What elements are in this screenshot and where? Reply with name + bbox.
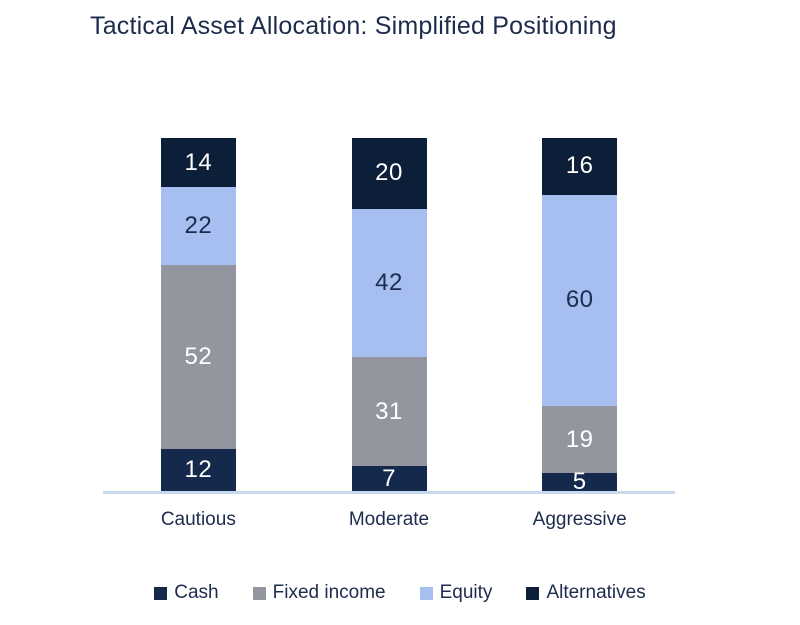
bar-segment-fixed-income: 19 — [542, 406, 618, 474]
category-labels-row: Cautious Moderate Aggressive — [103, 509, 675, 531]
stacked-bar-moderate: 7 31 42 20 — [351, 138, 427, 492]
legend-swatch-icon — [526, 586, 540, 600]
segment-value-label: 20 — [375, 159, 403, 187]
bar-segment-equity: 22 — [160, 187, 236, 266]
segment-value-label: 7 — [382, 464, 396, 492]
bar-segment-equity: 42 — [351, 208, 427, 357]
x-axis-line — [103, 491, 675, 494]
category-label-aggressive: Aggressive — [532, 509, 627, 530]
bar-column-cautious: 12 52 22 14 — [103, 138, 294, 491]
bar-segment-alternatives: 14 — [160, 138, 236, 188]
legend-item-alternatives: Alternatives — [526, 582, 646, 604]
segment-value-label: 22 — [184, 212, 213, 240]
bar-segment-cash: 12 — [160, 448, 236, 491]
bar-segment-cash: 5 — [542, 468, 618, 496]
segment-value-label: 14 — [184, 148, 213, 176]
segment-value-label: 31 — [375, 397, 403, 425]
bar-segment-alternatives: 16 — [542, 138, 618, 195]
segment-value-label: 42 — [375, 268, 403, 296]
legend-label: Fixed income — [272, 582, 386, 603]
segment-value-label: 12 — [184, 455, 213, 483]
plot-area: 12 52 22 14 7 31 42 20 5 19 60 16 — [103, 138, 675, 496]
legend-swatch-icon — [154, 586, 168, 600]
legend-label: Equity — [439, 582, 493, 603]
segment-value-label: 5 — [572, 468, 587, 496]
bar-segment-alternatives: 20 — [351, 138, 427, 209]
legend-item-fixed-income: Fixed income — [252, 582, 386, 604]
bar-segment-cash: 7 — [351, 464, 427, 492]
bar-column-moderate: 7 31 42 20 — [294, 138, 485, 491]
legend-swatch-icon — [252, 586, 266, 600]
category-label-moderate: Moderate — [348, 509, 430, 530]
segment-value-label: 52 — [184, 342, 213, 370]
category-label-cautious: Cautious — [160, 509, 236, 530]
segment-value-label: 19 — [565, 425, 594, 453]
bar-segment-fixed-income: 52 — [160, 265, 236, 449]
legend: Cash Fixed income Equity Alternatives — [0, 582, 800, 604]
legend-item-cash: Cash — [154, 582, 219, 604]
legend-label: Alternatives — [546, 582, 646, 603]
legend-swatch-icon — [419, 586, 433, 600]
bar-segment-equity: 60 — [542, 194, 618, 407]
bars-row: 12 52 22 14 7 31 42 20 5 19 60 16 — [103, 138, 675, 496]
bar-column-aggressive: 5 19 60 16 — [484, 138, 675, 496]
bar-segment-fixed-income: 31 — [351, 356, 427, 467]
chart-title: Tactical Asset Allocation: Simplified Po… — [90, 12, 617, 40]
stacked-bar-cautious: 12 52 22 14 — [160, 138, 236, 491]
legend-item-equity: Equity — [419, 582, 493, 604]
segment-value-label: 16 — [565, 152, 594, 180]
legend-label: Cash — [174, 582, 219, 603]
segment-value-label: 60 — [565, 286, 594, 314]
stacked-bar-aggressive: 5 19 60 16 — [542, 138, 618, 496]
